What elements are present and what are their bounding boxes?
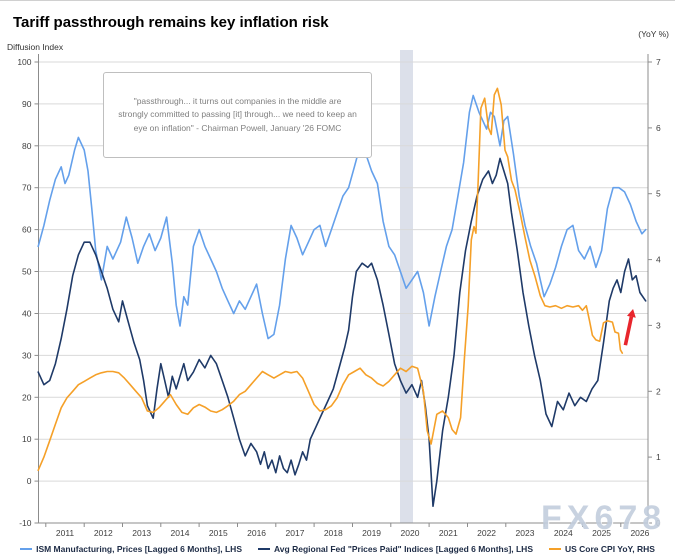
rhs-tick-label: 0 <box>656 518 661 528</box>
rhs-tick-label: 3 <box>656 320 661 330</box>
lhs-tick-label: 50 <box>22 267 32 277</box>
x-tick-label: 2024 <box>554 528 573 538</box>
x-tick-label: 2019 <box>362 528 381 538</box>
x-tick-label: 2016 <box>247 528 266 538</box>
lhs-tick-label: 90 <box>22 99 32 109</box>
legend-dash-icon <box>549 547 561 551</box>
rhs-tick-label: 7 <box>656 57 661 67</box>
lhs-tick-label: 0 <box>27 476 32 486</box>
top-divider <box>0 0 675 1</box>
up-arrow-shaft <box>623 316 634 346</box>
lhs-tick-label: 40 <box>22 309 32 319</box>
legend-dash-icon <box>20 547 33 551</box>
x-tick-label: 2018 <box>324 528 343 538</box>
series-line-0 <box>37 94 647 340</box>
series-line-1 <box>37 157 647 508</box>
powell-quote-box: "passthrough... it turns out companies i… <box>103 72 372 158</box>
chart-title: Tariff passthrough remains key inflation… <box>13 14 329 31</box>
x-tick-label: 2022 <box>477 528 496 538</box>
x-tick-label: 2011 <box>56 528 75 538</box>
x-tick-label: 2017 <box>286 528 305 538</box>
legend-dash-icon <box>257 547 270 551</box>
lhs-tick-label: 60 <box>22 225 32 235</box>
lhs-tick-label: 70 <box>22 183 32 193</box>
rhs-tick-label: 1 <box>656 452 661 462</box>
x-tick-label: 2020 <box>401 528 420 538</box>
powell-quote-text: "passthrough... it turns out companies i… <box>118 96 357 133</box>
legend-label: ISM Manufacturing, Prices [Lagged 6 Mont… <box>36 544 242 554</box>
rhs-tick-label: 5 <box>656 189 661 199</box>
right-axis-title: (YoY %) <box>638 29 669 39</box>
up-arrow-head <box>626 308 636 318</box>
legend-item-1: Avg Regional Fed "Prices Paid" Indices [… <box>257 544 533 554</box>
x-tick-label: 2026 <box>630 528 649 538</box>
lhs-tick-label: -10 <box>19 518 32 528</box>
legend-item-0: ISM Manufacturing, Prices [Lagged 6 Mont… <box>20 544 242 554</box>
rhs-tick-label: 2 <box>656 386 661 396</box>
legend-label: Avg Regional Fed "Prices Paid" Indices [… <box>273 544 533 554</box>
x-tick-label: 2025 <box>592 528 611 538</box>
lhs-tick-label: 100 <box>17 57 31 67</box>
x-tick-label: 2015 <box>209 528 228 538</box>
lhs-tick-label: 10 <box>22 434 32 444</box>
legend-label: US Core CPI YoY, RHS <box>565 544 655 554</box>
lhs-tick-label: 80 <box>22 141 32 151</box>
series-line-2 <box>37 87 624 472</box>
x-tick-label: 2021 <box>439 528 458 538</box>
x-tick-label: 2013 <box>132 528 151 538</box>
chart-legend: ISM Manufacturing, Prices [Lagged 6 Mont… <box>0 544 675 554</box>
left-axis-title: Diffusion Index <box>7 42 64 52</box>
rhs-tick-label: 6 <box>656 123 661 133</box>
x-tick-label: 2023 <box>516 528 535 538</box>
lhs-tick-label: 30 <box>22 350 32 360</box>
x-tick-label: 2014 <box>171 528 190 538</box>
legend-item-2: US Core CPI YoY, RHS <box>549 544 655 554</box>
rhs-tick-label: 4 <box>656 255 661 265</box>
x-tick-label: 2012 <box>94 528 113 538</box>
lhs-tick-label: 20 <box>22 392 32 402</box>
